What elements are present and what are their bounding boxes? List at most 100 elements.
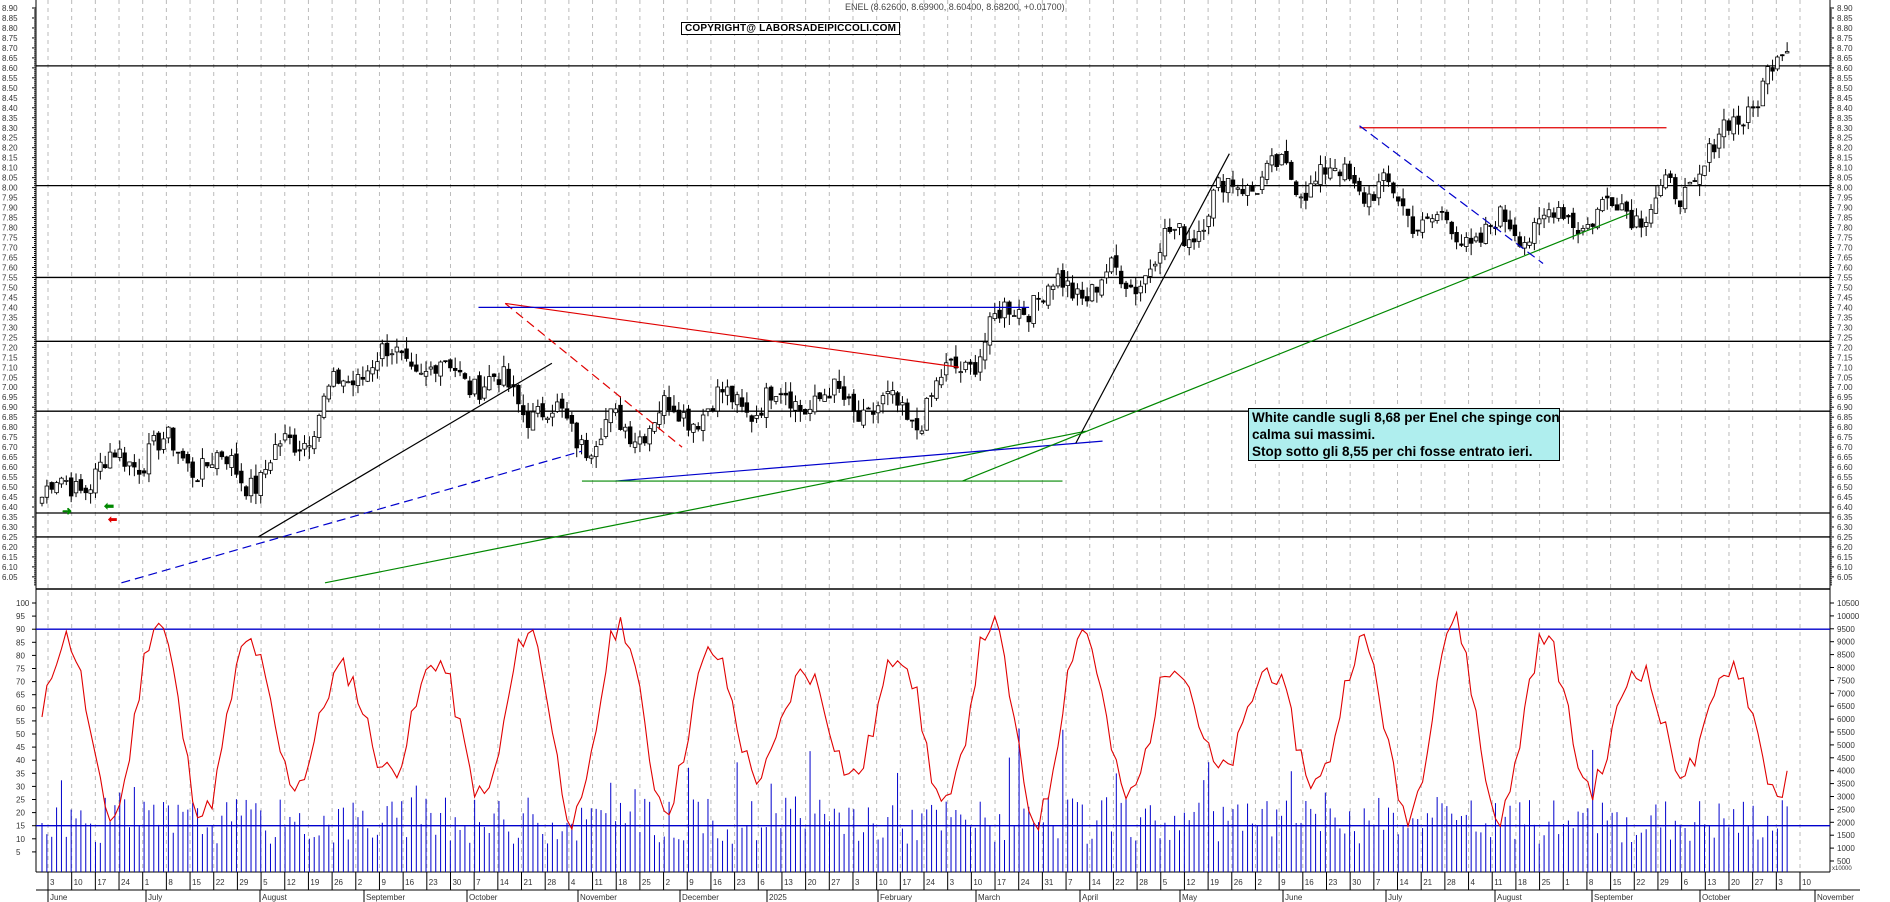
svg-text:6.60: 6.60 <box>1837 463 1853 472</box>
svg-text:19: 19 <box>310 878 319 887</box>
svg-text:7.55: 7.55 <box>1837 273 1853 282</box>
svg-text:23: 23 <box>1328 878 1337 887</box>
svg-text:6.25: 6.25 <box>1837 533 1853 542</box>
oscillator-line <box>41 610 1788 832</box>
svg-text:6.60: 6.60 <box>2 463 18 472</box>
svg-text:8500: 8500 <box>1837 651 1855 660</box>
svg-text:6.30: 6.30 <box>2 523 18 532</box>
svg-text:7.05: 7.05 <box>2 373 18 382</box>
svg-text:30: 30 <box>16 782 25 791</box>
svg-text:6.70: 6.70 <box>1837 443 1853 452</box>
svg-text:7000: 7000 <box>1837 689 1855 698</box>
svg-text:45: 45 <box>16 743 25 752</box>
svg-text:10: 10 <box>74 878 83 887</box>
svg-text:9000: 9000 <box>1837 638 1855 647</box>
svg-text:22: 22 <box>1115 878 1124 887</box>
svg-text:2500: 2500 <box>1837 805 1855 814</box>
svg-text:3: 3 <box>855 878 860 887</box>
svg-text:6.70: 6.70 <box>2 443 18 452</box>
svg-text:6.50: 6.50 <box>2 483 18 492</box>
svg-text:17: 17 <box>902 878 911 887</box>
svg-text:24: 24 <box>121 878 130 887</box>
svg-text:19: 19 <box>1210 878 1219 887</box>
svg-text:8.75: 8.75 <box>1837 34 1853 43</box>
svg-text:8.60: 8.60 <box>1837 64 1853 73</box>
svg-text:7.40: 7.40 <box>2 303 18 312</box>
svg-text:8.35: 8.35 <box>2 114 18 123</box>
svg-text:7.75: 7.75 <box>1837 234 1853 243</box>
svg-text:10500: 10500 <box>1837 599 1860 608</box>
svg-text:18: 18 <box>1518 878 1527 887</box>
svg-text:8.70: 8.70 <box>1837 44 1853 53</box>
svg-text:⬅: ⬅ <box>103 499 114 513</box>
svg-text:7.15: 7.15 <box>1837 353 1853 362</box>
svg-text:21: 21 <box>1423 878 1432 887</box>
svg-text:23: 23 <box>737 878 746 887</box>
svg-text:8.40: 8.40 <box>1837 104 1853 113</box>
svg-text:7.50: 7.50 <box>1837 283 1853 292</box>
svg-text:7: 7 <box>476 878 481 887</box>
svg-text:2025: 2025 <box>769 893 787 902</box>
svg-text:11: 11 <box>1494 878 1503 887</box>
svg-text:7.05: 7.05 <box>1837 373 1853 382</box>
svg-text:25: 25 <box>16 796 25 805</box>
svg-text:7.20: 7.20 <box>1837 343 1853 352</box>
svg-text:16: 16 <box>405 878 414 887</box>
svg-text:6.10: 6.10 <box>1837 563 1853 572</box>
svg-text:7.35: 7.35 <box>1837 313 1853 322</box>
svg-text:22: 22 <box>216 878 225 887</box>
svg-text:6.75: 6.75 <box>2 433 18 442</box>
svg-text:6.45: 6.45 <box>2 493 18 502</box>
svg-text:70: 70 <box>16 678 25 687</box>
svg-text:7.90: 7.90 <box>1837 204 1853 213</box>
svg-text:29: 29 <box>1660 878 1669 887</box>
svg-text:8.20: 8.20 <box>1837 144 1853 153</box>
annotation-box: White candle sugli 8,68 per Enel che spi… <box>1248 408 1560 461</box>
svg-text:8.15: 8.15 <box>1837 154 1853 163</box>
svg-text:6.20: 6.20 <box>2 543 18 552</box>
svg-text:6.30: 6.30 <box>1837 523 1853 532</box>
svg-text:27: 27 <box>831 878 840 887</box>
svg-text:8: 8 <box>1589 878 1594 887</box>
svg-text:7.65: 7.65 <box>1837 254 1853 263</box>
svg-text:8.50: 8.50 <box>2 84 18 93</box>
svg-text:6500: 6500 <box>1837 702 1855 711</box>
svg-text:7.45: 7.45 <box>2 293 18 302</box>
svg-text:November: November <box>580 893 617 902</box>
svg-text:7.40: 7.40 <box>1837 303 1853 312</box>
svg-text:15: 15 <box>16 822 25 831</box>
svg-text:6.15: 6.15 <box>2 553 18 562</box>
svg-text:June: June <box>1285 893 1303 902</box>
svg-text:8.25: 8.25 <box>2 134 18 143</box>
svg-text:8.55: 8.55 <box>2 74 18 83</box>
svg-text:8.50: 8.50 <box>1837 84 1853 93</box>
svg-text:➜: ➜ <box>62 504 72 518</box>
svg-text:90: 90 <box>16 625 25 634</box>
svg-text:8.15: 8.15 <box>2 154 18 163</box>
svg-text:7.85: 7.85 <box>1837 214 1853 223</box>
svg-text:May: May <box>1182 893 1197 902</box>
svg-text:30: 30 <box>452 878 461 887</box>
svg-text:27: 27 <box>1755 878 1764 887</box>
svg-text:26: 26 <box>1234 878 1243 887</box>
svg-text:5: 5 <box>1163 878 1168 887</box>
svg-text:9: 9 <box>689 878 694 887</box>
svg-text:15: 15 <box>1613 878 1622 887</box>
svg-text:2: 2 <box>1257 878 1262 887</box>
svg-text:6.85: 6.85 <box>1837 413 1853 422</box>
svg-text:25: 25 <box>642 878 651 887</box>
svg-text:28: 28 <box>1139 878 1148 887</box>
svg-text:August: August <box>262 893 288 902</box>
svg-text:7.30: 7.30 <box>1837 323 1853 332</box>
svg-text:6.80: 6.80 <box>1837 423 1853 432</box>
svg-text:23: 23 <box>429 878 438 887</box>
svg-text:18: 18 <box>618 878 627 887</box>
svg-text:8.65: 8.65 <box>2 54 18 63</box>
svg-text:3: 3 <box>1778 878 1783 887</box>
svg-text:3: 3 <box>950 878 955 887</box>
svg-text:14: 14 <box>1400 878 1409 887</box>
svg-text:95: 95 <box>16 612 25 621</box>
svg-text:February: February <box>880 893 912 902</box>
svg-text:7: 7 <box>1068 878 1073 887</box>
svg-text:2: 2 <box>358 878 363 887</box>
